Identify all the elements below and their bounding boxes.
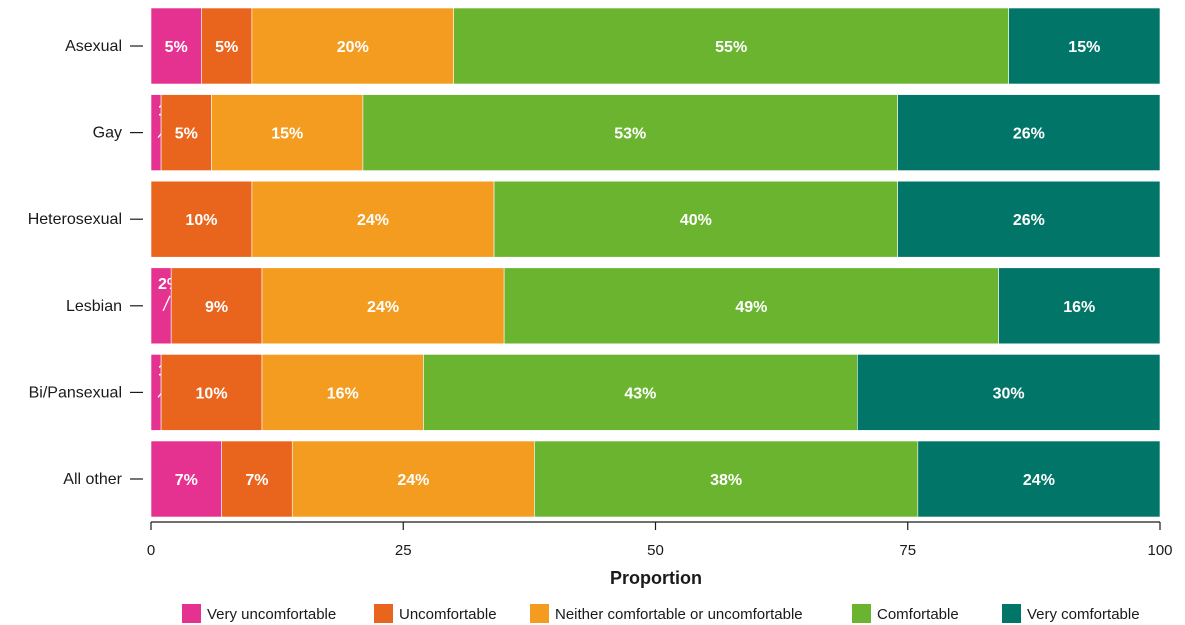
x-axis-title: Proportion <box>610 568 702 588</box>
bar-segment-bi-pansexual-neither-comfortable-or-uncomfortable <box>261 354 424 431</box>
bar-segment-heterosexual-very-comfortable <box>897 180 1161 258</box>
bars-layer: 5%5%20%55%15%1%5%15%53%26%10%24%40%26%2%… <box>150 7 1161 518</box>
bar-segment-all-other-comfortable <box>534 440 919 518</box>
bar-segment-asexual-very-comfortable <box>1008 7 1161 85</box>
data-label-heterosexual-uncomfortable: 10% <box>185 212 217 229</box>
category-label-all-other: All other <box>63 471 122 488</box>
bar-segment-lesbian-comfortable <box>503 267 999 345</box>
data-label-bi-pansexual-uncomfortable: 10% <box>196 385 228 402</box>
bar-segment-lesbian-very-comfortable <box>998 267 1161 345</box>
x-tick-label: 100 <box>1147 542 1172 559</box>
x-tick-label: 50 <box>647 542 664 559</box>
category-label-heterosexual: Heterosexual <box>28 211 122 228</box>
legend-swatch-very-comfortable <box>1002 604 1021 623</box>
bar-segment-all-other-very-comfortable <box>917 440 1161 518</box>
legend-swatch-uncomfortable <box>374 604 393 623</box>
bar-segment-bi-pansexual-uncomfortable <box>160 354 263 431</box>
callout-line <box>162 295 171 312</box>
data-label-bi-pansexual-neither-comfortable-or-uncomfortable: 16% <box>327 385 359 402</box>
data-label-asexual-comfortable: 55% <box>715 39 747 56</box>
legend-swatch-neither-comfortable-or-uncomfortable <box>530 604 549 623</box>
data-label-all-other-uncomfortable: 7% <box>245 472 268 489</box>
data-label-gay-very-comfortable: 26% <box>1013 126 1045 143</box>
bar-segment-asexual-neither-comfortable-or-uncomfortable <box>251 7 454 85</box>
bar-segment-asexual-comfortable <box>453 7 1009 85</box>
legend-label-uncomfortable: Uncomfortable <box>399 606 497 623</box>
legend-label-neither-comfortable-or-uncomfortable: Neither comfortable or uncomfortable <box>555 606 803 623</box>
bar-segment-all-other-uncomfortable <box>221 440 293 518</box>
bar-segment-lesbian-uncomfortable <box>170 267 263 345</box>
data-label-all-other-comfortable: 38% <box>710 472 742 489</box>
data-label-lesbian-neither-comfortable-or-uncomfortable: 24% <box>367 299 399 316</box>
legend-label-very-comfortable: Very comfortable <box>1027 606 1140 623</box>
data-label-gay-neither-comfortable-or-uncomfortable: 15% <box>271 126 303 143</box>
bar-segment-heterosexual-comfortable <box>493 180 898 258</box>
bar-segment-asexual-uncomfortable <box>201 7 253 85</box>
bar-segment-bi-pansexual-very-comfortable <box>856 354 1161 431</box>
bar-segment-gay-very-comfortable <box>897 94 1161 171</box>
data-label-all-other-very-comfortable: 24% <box>1023 472 1055 489</box>
data-label-bi-pansexual-very-comfortable: 30% <box>993 385 1025 402</box>
x-tick-label: 0 <box>147 542 155 559</box>
data-label-asexual-neither-comfortable-or-uncomfortable: 20% <box>337 39 369 56</box>
category-label-gay: Gay <box>93 125 122 142</box>
bar-segment-gay-comfortable <box>362 94 898 171</box>
data-label-asexual-very-comfortable: 15% <box>1068 39 1100 56</box>
legend-swatch-very-uncomfortable <box>182 604 201 623</box>
data-label-lesbian-comfortable: 49% <box>735 299 767 316</box>
data-label-asexual-very-uncomfortable: 5% <box>165 39 188 56</box>
bar-segment-gay-neither-comfortable-or-uncomfortable <box>211 94 364 171</box>
data-label-lesbian-uncomfortable: 9% <box>205 299 228 316</box>
legend-label-very-uncomfortable: Very uncomfortable <box>207 606 336 623</box>
legend-label-comfortable: Comfortable <box>877 606 959 623</box>
bar-segment-lesbian-neither-comfortable-or-uncomfortable <box>261 267 505 345</box>
category-label-lesbian: Lesbian <box>66 298 122 315</box>
x-tick-label: 25 <box>395 542 412 559</box>
bar-segment-bi-pansexual-comfortable <box>423 354 858 431</box>
data-label-lesbian-very-comfortable: 16% <box>1063 299 1095 316</box>
legend: Very uncomfortable Uncomfortable Neither c… <box>182 604 1140 623</box>
category-labels: Asexual Gay Heterosexual Lesbian Bi/Pansexua… <box>28 38 143 488</box>
bar-segment-all-other-neither-comfortable-or-uncomfortable <box>291 440 535 518</box>
bar-segment-gay-uncomfortable <box>160 94 212 171</box>
bar-segment-heterosexual-neither-comfortable-or-uncomfortable <box>251 180 495 258</box>
data-label-all-other-very-uncomfortable: 7% <box>175 472 198 489</box>
x-axis: 0 25 50 75 100 <box>147 521 1173 559</box>
data-label-gay-comfortable: 53% <box>614 126 646 143</box>
data-label-asexual-uncomfortable: 5% <box>215 39 238 56</box>
data-label-heterosexual-very-comfortable: 26% <box>1013 212 1045 229</box>
category-label-bi-pansexual: Bi/Pansexual <box>29 384 122 401</box>
data-label-heterosexual-comfortable: 40% <box>680 212 712 229</box>
data-label-heterosexual-neither-comfortable-or-uncomfortable: 24% <box>357 212 389 229</box>
category-label-asexual: Asexual <box>65 38 122 55</box>
bar-segment-asexual-very-uncomfortable <box>150 7 202 85</box>
legend-swatch-comfortable <box>852 604 871 623</box>
data-label-gay-uncomfortable: 5% <box>175 126 198 143</box>
data-label-all-other-neither-comfortable-or-uncomfortable: 24% <box>397 472 429 489</box>
data-label-bi-pansexual-comfortable: 43% <box>624 385 656 402</box>
x-tick-label: 75 <box>899 542 916 559</box>
bar-segment-all-other-very-uncomfortable <box>150 440 222 518</box>
